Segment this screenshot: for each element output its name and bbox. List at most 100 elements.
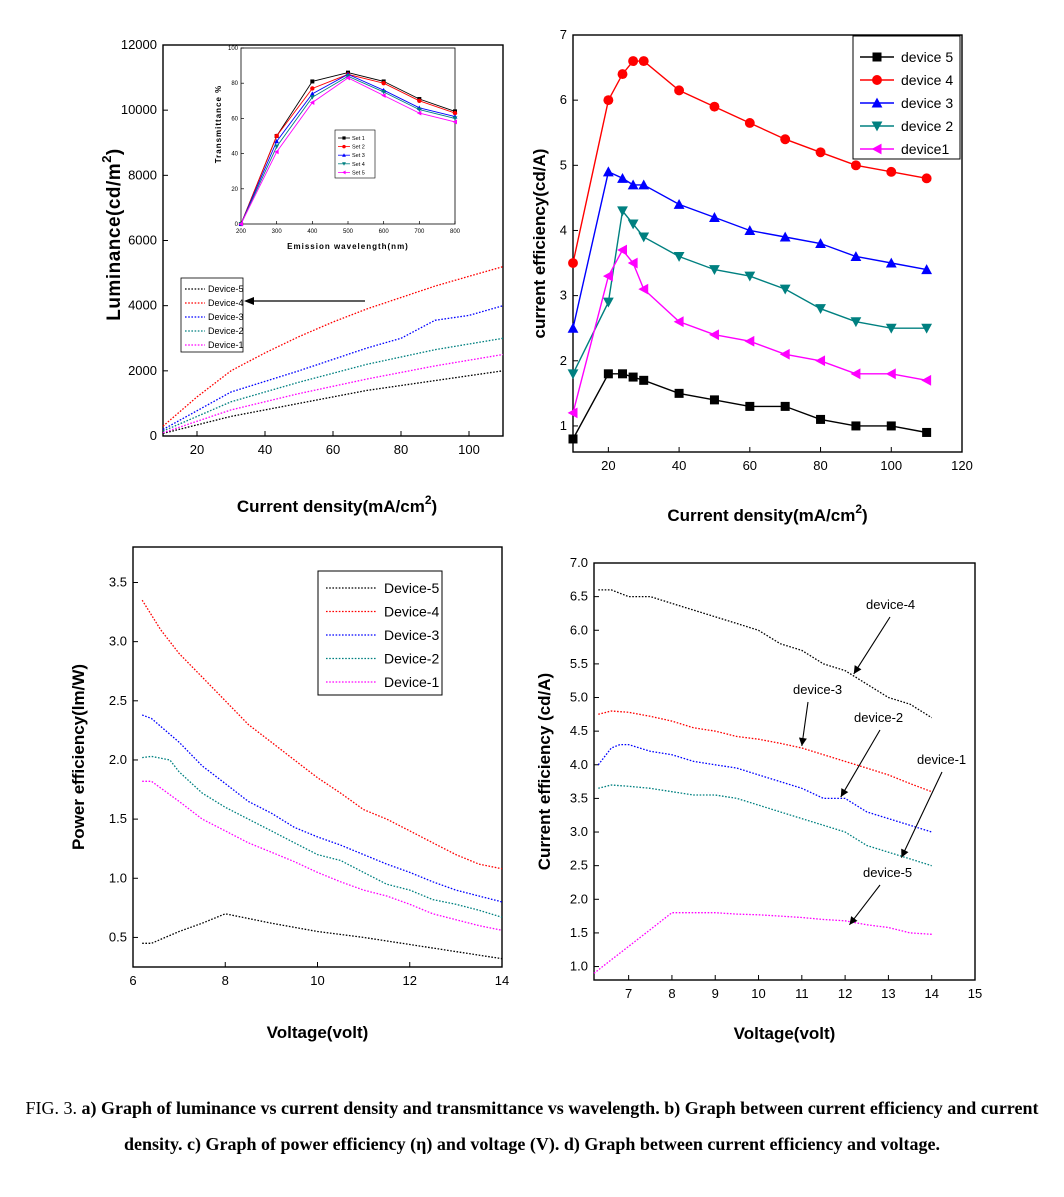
chart-b-current-efficiency: 20 40 60 80 100 120 1 2 3 4 5 6 7 Current density(mA/… <box>530 27 973 525</box>
y-tick-label: 2.5 <box>109 693 127 708</box>
y-tick-label: 3 <box>560 288 567 303</box>
data-point <box>638 56 649 67</box>
data-point <box>815 238 826 248</box>
legend-marker <box>871 97 883 108</box>
x-axis-label: Voltage(volt) <box>734 1024 836 1043</box>
x-tick-label: 60 <box>743 458 757 473</box>
x-tick-label: 7 <box>625 986 632 1001</box>
inset-legend-label: Set 3 <box>352 153 365 159</box>
data-point <box>885 323 897 334</box>
legend-marker <box>872 52 882 62</box>
data-point <box>602 297 614 308</box>
series-line-device-3 <box>598 710 932 793</box>
data-point <box>744 271 756 282</box>
data-point <box>886 421 896 431</box>
inset-data-point <box>452 116 458 121</box>
annotation-arrow-head <box>798 737 807 746</box>
data-point <box>779 348 790 360</box>
inset-data-point <box>452 110 458 116</box>
y-tick-label: 2 <box>560 353 567 368</box>
legend-label: Device-4 <box>384 604 439 620</box>
legend-label: Device-2 <box>384 651 439 667</box>
legend-label: device 3 <box>901 95 953 111</box>
inset-legend-marker <box>342 144 346 149</box>
y-tick-label: 7 <box>560 27 567 42</box>
series-line-device-4 <box>141 599 503 870</box>
annotation-label: device-2 <box>854 710 903 725</box>
data-point <box>627 257 638 269</box>
annotation-arrow-line <box>849 884 881 926</box>
figure-caption: FIG. 3. a) Graph of luminance vs current… <box>0 1090 1064 1162</box>
x-tick-label: 6 <box>129 973 136 988</box>
legend-label: device 4 <box>901 72 953 88</box>
series-line-device-2 <box>572 209 927 375</box>
y-tick-label: 0 <box>150 428 157 443</box>
legend-label: Device-3 <box>208 312 244 322</box>
data-point <box>709 329 719 341</box>
inset-data-point <box>310 79 315 84</box>
data-point <box>709 395 719 405</box>
annotation-label: device-1 <box>917 752 966 767</box>
inset-y-axis-label: Transmittance % <box>214 85 223 164</box>
data-point <box>602 166 614 177</box>
x-tick-label: 20 <box>601 458 615 473</box>
data-point <box>673 316 684 328</box>
data-point <box>628 56 639 67</box>
series-line-device-1 <box>162 353 504 434</box>
y-tick-label: 1.0 <box>109 870 127 885</box>
y-tick-label: 7.0 <box>570 555 588 570</box>
annotation-label: device-5 <box>863 865 912 880</box>
inset-y-tick-label: 0 <box>235 222 239 228</box>
x-tick-label: 80 <box>394 442 408 457</box>
x-tick-label: 100 <box>458 442 480 457</box>
x-tick-label: 20 <box>190 442 204 457</box>
inset-y-tick-label: 100 <box>228 46 239 52</box>
legend-label: Device-5 <box>384 580 439 596</box>
data-point <box>627 219 639 230</box>
plot-frame <box>572 34 963 453</box>
annotation-arrow-head <box>840 788 849 798</box>
data-point <box>567 322 579 333</box>
data-point <box>744 335 755 347</box>
inset-x-tick-label: 600 <box>379 229 390 235</box>
series-line-device-4 <box>162 265 504 427</box>
x-tick-label: 12 <box>838 986 852 1001</box>
y-tick-label: 4.0 <box>570 757 588 772</box>
data-point <box>850 368 861 380</box>
inset-legend-marker <box>342 162 346 166</box>
legend-frame <box>180 277 244 353</box>
x-tick-label: 13 <box>881 986 895 1001</box>
inset-x-axis-label: Emission wavelength(nm) <box>287 242 409 251</box>
inset-legend-marker <box>342 170 346 175</box>
y-tick-label: 1 <box>560 418 567 433</box>
x-tick-label: 40 <box>258 442 272 457</box>
y-tick-label: 5 <box>560 157 567 172</box>
data-point <box>780 134 791 145</box>
y-axis-label: Power efficiency(lm/W) <box>69 664 88 850</box>
legend-marker <box>871 121 883 132</box>
legend-label: Device-3 <box>384 627 439 643</box>
data-point <box>568 434 578 444</box>
inset-data-point <box>309 100 315 105</box>
data-point <box>745 401 755 411</box>
y-tick-label: 2000 <box>128 363 157 378</box>
x-tick-label: 8 <box>222 973 229 988</box>
y-tick-label: 8000 <box>128 167 157 182</box>
x-tick-label: 10 <box>751 986 765 1001</box>
data-point <box>638 179 650 190</box>
x-tick-label: 60 <box>326 442 340 457</box>
inset-data-point <box>381 90 387 95</box>
legend-label: Device-5 <box>208 284 244 294</box>
y-tick-label: 12000 <box>121 37 157 52</box>
inset-x-tick-label: 700 <box>414 229 425 235</box>
series-line-device-2 <box>162 337 504 432</box>
inset-data-point <box>416 110 422 116</box>
y-tick-label: 6000 <box>128 233 157 248</box>
legend-label: Device-2 <box>208 326 244 336</box>
inset-x-tick-label: 800 <box>450 229 461 235</box>
legend-frame <box>317 570 443 696</box>
y-tick-label: 1.0 <box>570 959 588 974</box>
data-point <box>850 317 862 328</box>
x-tick-label: 14 <box>924 986 938 1001</box>
inset-x-tick-label: 400 <box>307 229 318 235</box>
